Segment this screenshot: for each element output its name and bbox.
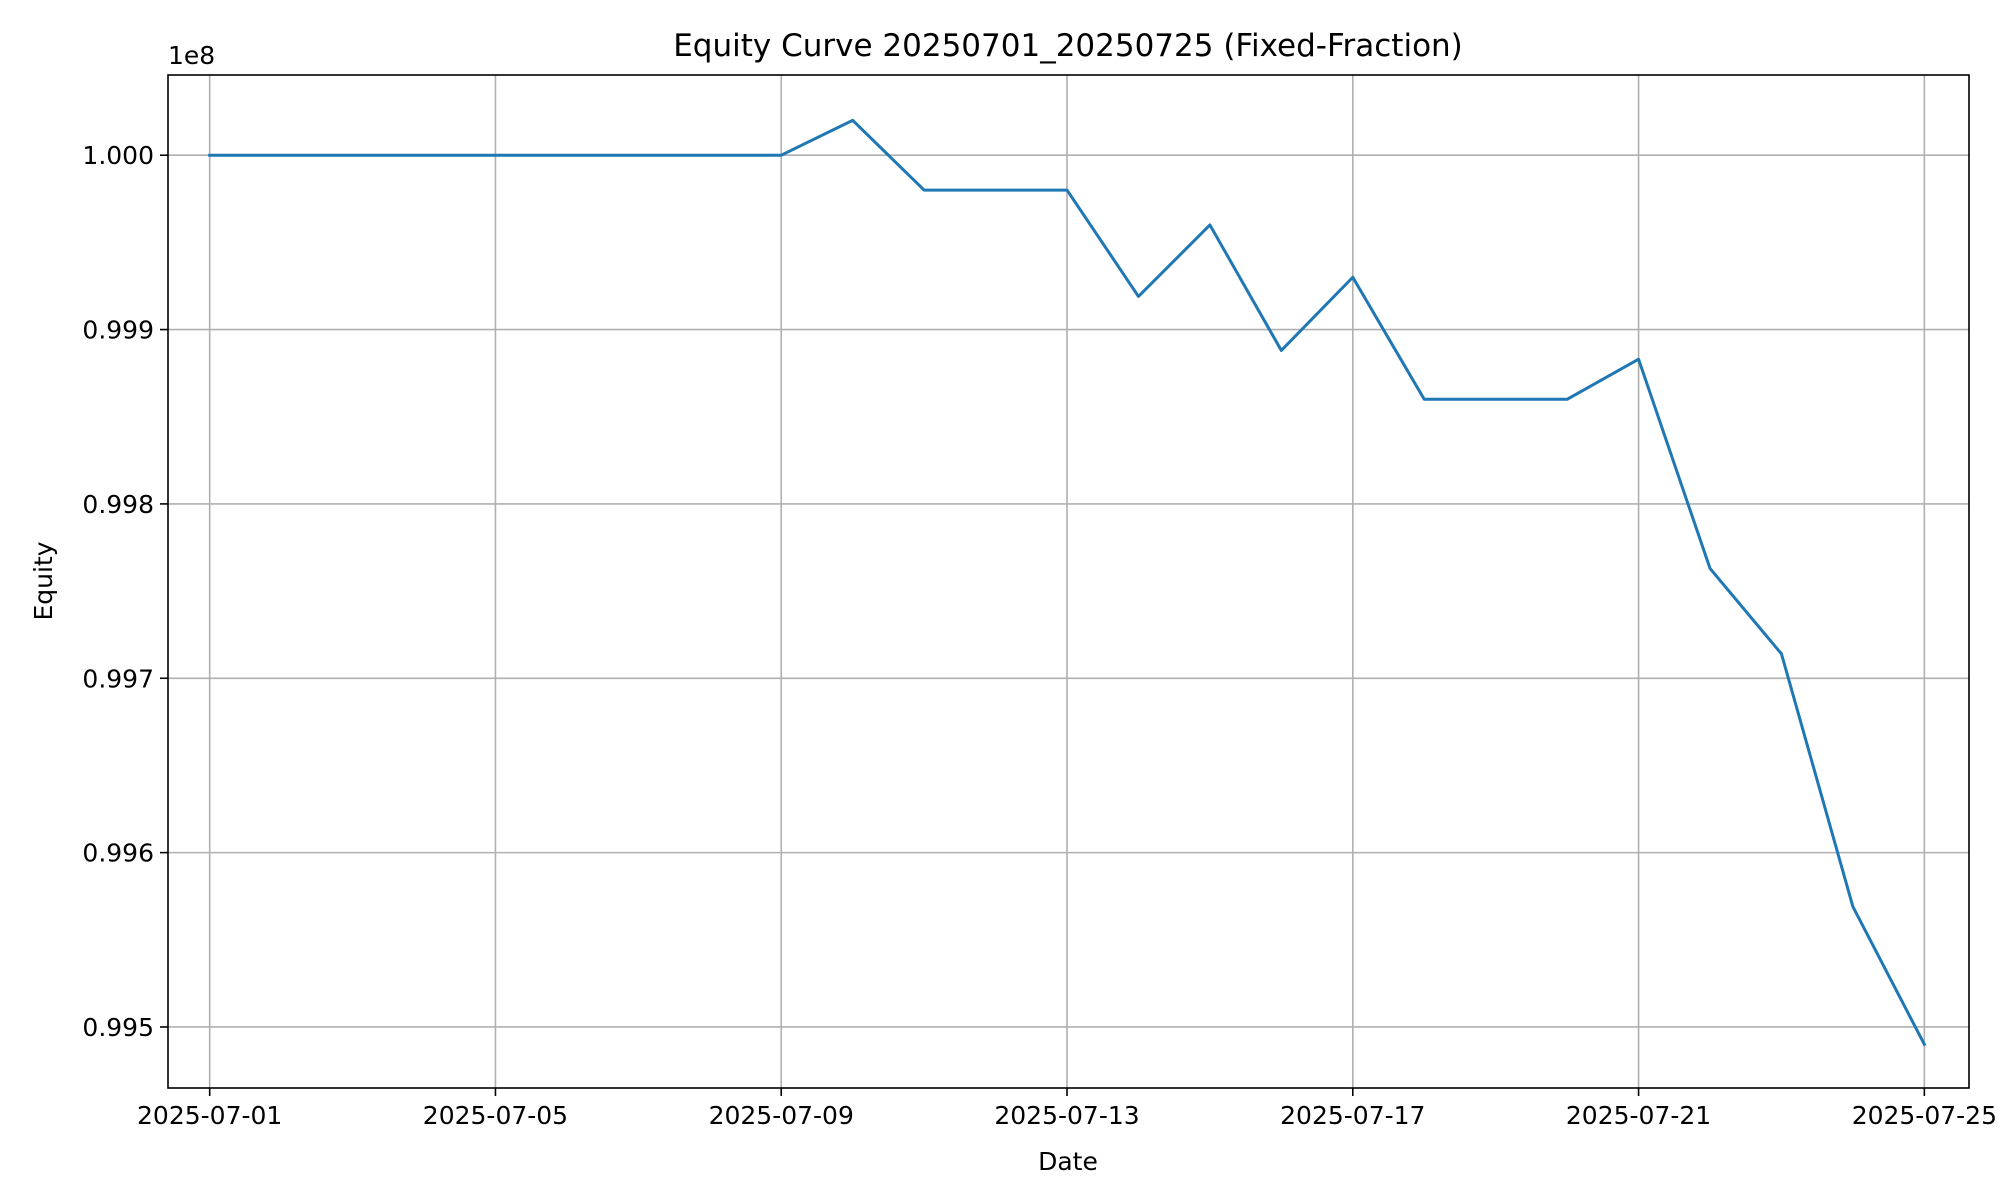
y-axis-label: Equity — [29, 541, 58, 620]
y-tick-label: 1.000 — [82, 141, 154, 170]
y-tick-label: 0.997 — [82, 664, 154, 693]
x-tick-label: 2025-07-21 — [1566, 1101, 1711, 1130]
chart-title: Equity Curve 20250701_20250725 (Fixed-Fr… — [673, 28, 1463, 64]
plot-frame — [167, 74, 1970, 1089]
axis-ticks: 2025-07-01 2025-07-05 2025-07-09 2025-07-13… — [82, 141, 1997, 1130]
y-tick-label: 0.998 — [82, 490, 154, 519]
x-tick-label: 2025-07-13 — [994, 1101, 1139, 1130]
x-tick-label: 2025-07-09 — [709, 1101, 854, 1130]
grid-lines — [168, 75, 1969, 1088]
equity-series-line — [208, 118, 1927, 1047]
y-tick-label: 0.999 — [82, 316, 154, 345]
x-tick-label: 2025-07-25 — [1852, 1101, 1997, 1130]
y-tick-label: 0.995 — [82, 1013, 154, 1042]
y-axis-offset-label: 1e8 — [168, 41, 215, 70]
x-tick-label: 2025-07-01 — [137, 1101, 282, 1130]
series-layer — [208, 118, 1927, 1047]
y-tick-label: 0.996 — [82, 839, 154, 868]
x-tick-label: 2025-07-17 — [1280, 1101, 1425, 1130]
x-axis-label: Date — [1038, 1147, 1098, 1176]
x-tick-label: 2025-07-05 — [423, 1101, 568, 1130]
